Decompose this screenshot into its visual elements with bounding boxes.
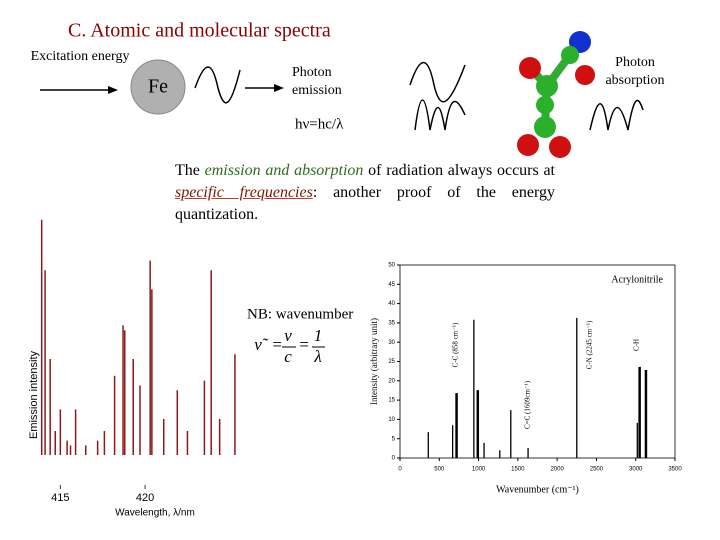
- y-tick-label: 50: [388, 263, 395, 269]
- label-box: Excitation energy: [30, 49, 130, 64]
- note-box: [243, 302, 361, 372]
- plot-frame: [399, 264, 676, 459]
- y-tick-label: 10: [388, 417, 395, 423]
- emission-label: Photon emission: [292, 65, 342, 98]
- formula-part: =: [298, 335, 309, 354]
- x-tick-label: 415: [51, 492, 69, 504]
- molecule: [517, 31, 595, 158]
- annotation: C-C (858 cm⁻¹): [452, 322, 460, 367]
- formula-part: ν: [284, 326, 292, 345]
- label-box: Photon absorption: [605, 55, 665, 88]
- formula-part: 1: [314, 326, 323, 345]
- x-tick-label: 1000: [472, 467, 486, 473]
- annotation: C=C (1609cm⁻¹): [524, 380, 532, 429]
- wave: [194, 66, 241, 104]
- formula-part: c: [284, 347, 292, 366]
- formula-part: λ: [313, 347, 321, 366]
- x-axis-label: Wavelength, λ/nm: [115, 508, 195, 519]
- absorption-label: Photon absorption: [605, 55, 665, 88]
- formula-part: =: [271, 335, 282, 354]
- excitation-label: Excitation energy: [30, 49, 130, 64]
- x-tick-label: 2500: [590, 467, 604, 473]
- paragraph: The emission and absorption of radiation…: [175, 160, 555, 226]
- atom-label: Fe: [148, 76, 168, 98]
- y-tick-label: 20: [388, 378, 395, 384]
- charts: 415 420 Wavelength, λ/nm Emission intensity…: [28, 219, 682, 519]
- arrowhead: [108, 86, 118, 94]
- wave: [409, 62, 466, 103]
- x-tick-label: 3000: [629, 467, 643, 473]
- text: : another proof of the energy quantizati…: [175, 184, 555, 223]
- x-tick-label: 1500: [511, 467, 525, 473]
- y-tick-label: 40: [388, 301, 395, 307]
- y-tick-label: 0: [392, 456, 396, 462]
- text: of radiation always occurs at: [363, 162, 556, 179]
- x-tick-label: 3500: [668, 467, 682, 473]
- y-tick-label: 15: [388, 398, 395, 404]
- atom: [130, 59, 186, 115]
- y-axis-label: Emission intensity: [28, 350, 40, 439]
- y-tick-label: 30: [388, 340, 395, 346]
- title: C. Atomic and molecular spectra: [68, 20, 331, 42]
- x-tick-label: 2000: [550, 467, 564, 473]
- annotation: C-N (2245 cm⁻¹): [586, 320, 594, 369]
- x-tick-label: 420: [136, 492, 154, 504]
- emphasis: specific frequencies: [175, 184, 313, 201]
- y-tick-label: 5: [392, 436, 396, 442]
- label-box: Photon emission: [292, 65, 342, 98]
- x-axis-label: Wavenumber (cm⁻¹): [496, 484, 579, 495]
- relation: hν=hc/λ: [295, 116, 344, 132]
- note: NB: wavenumber: [247, 306, 353, 322]
- emphasis: emission and absorption: [204, 162, 364, 179]
- x-tick-label: 0: [398, 467, 402, 473]
- text: The: [175, 162, 205, 179]
- chart-title: Acrylonitrile: [611, 274, 663, 285]
- y-tick-label: 45: [388, 282, 395, 288]
- y-axis-label: Intensity (arbitrary unit): [369, 318, 379, 405]
- annotation: C-H: [633, 339, 641, 351]
- arrowhead: [274, 84, 284, 92]
- x-tick-label: 500: [434, 467, 445, 473]
- wave: [589, 99, 644, 131]
- wave: [414, 99, 466, 131]
- y-tick-label: 35: [388, 320, 395, 326]
- y-tick-label: 25: [388, 359, 395, 365]
